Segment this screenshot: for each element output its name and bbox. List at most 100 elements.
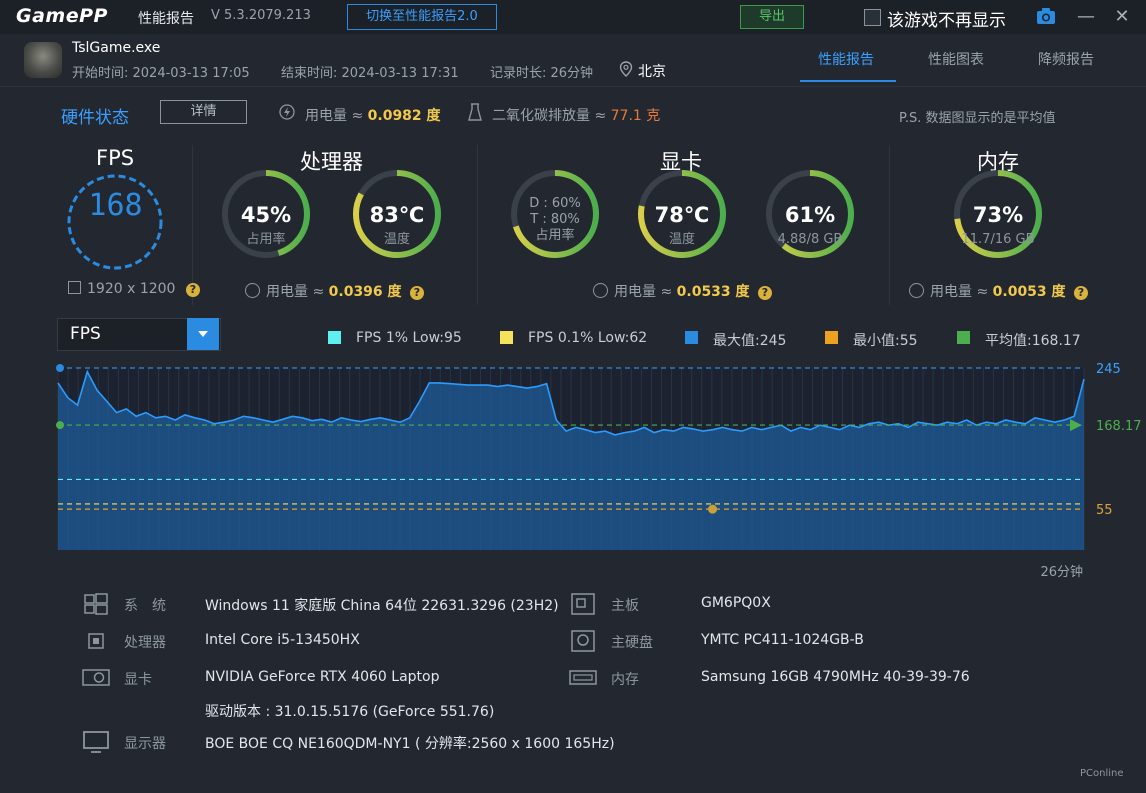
gpu-usage-details: D : 60% T : 80% 占用率 [505, 196, 605, 244]
system-value: 驱动版本 : 31.0.15.5176 (GeForce 551.76) [205, 704, 495, 720]
export-button[interactable]: 导出 [740, 5, 804, 29]
memory-power: 用电量 ≈ 0.0053 度 ? [909, 281, 1088, 301]
gpu-power-label: 用电量 ≈ [614, 284, 677, 300]
dropdown-button[interactable] [187, 318, 219, 350]
system-label: 主板 [611, 598, 639, 614]
power-icon [245, 283, 260, 298]
detail-button[interactable]: 详情 [160, 100, 247, 124]
min-marker [708, 504, 718, 514]
motherboard-icon [571, 593, 595, 615]
resolution: 1920 x 1200 ? [68, 281, 200, 297]
cpu-power-label: 用电量 ≈ [266, 284, 329, 300]
co2-icon [468, 103, 482, 121]
fps-value: 168 [88, 188, 143, 223]
system-label: 系 统 [124, 598, 166, 614]
gpu-power: 用电量 ≈ 0.0533 度 ? [593, 281, 772, 301]
total-power-label: 用电量 ≈ [305, 108, 368, 124]
gpu-icon [82, 669, 110, 686]
system-label: 显卡 [124, 672, 152, 688]
switch-report-button[interactable]: 切换至性能报告2.0 [347, 4, 497, 30]
fps-title: FPS [96, 146, 135, 170]
camera-icon[interactable] [1036, 7, 1056, 25]
fps-ring [67, 174, 163, 270]
no-show-label: 该游戏不再显示 [887, 11, 1006, 31]
gpu-temp-value: 78℃ [655, 203, 710, 227]
total-power: 用电量 ≈ 0.0982 度 [305, 105, 441, 125]
chevron-down-icon [198, 331, 208, 337]
system-value: Windows 11 家庭版 China 64位 22631.3296 (23H… [205, 598, 559, 614]
gauges: 45% 占用率 83℃ 温度 78℃ 温度 61% 4.88/8 GB 73% 11.7/16 G… [222, 170, 1042, 258]
gpu-vram-arc [766, 170, 854, 258]
system-label: 处理器 [124, 635, 166, 651]
app-logo: GamePP [16, 5, 108, 27]
monitor-icon [83, 731, 109, 753]
tab-throttle-report[interactable]: 降频报告 [1038, 52, 1094, 68]
minimize-icon[interactable]: — [1077, 6, 1095, 27]
tab-performance-chart[interactable]: 性能图表 [928, 52, 984, 68]
section-divider [889, 145, 890, 305]
co2-emission: 二氧化碳排放量 ≈ 77.1 克 [492, 105, 660, 125]
game-avatar [24, 42, 62, 78]
cpu-temp-label: 温度 [384, 231, 410, 247]
max-marker [56, 364, 64, 372]
cpu-usage-value: 45% [241, 203, 291, 227]
help-icon[interactable]: ? [1074, 286, 1088, 300]
legend-label: FPS 1% Low:95 [356, 330, 462, 346]
y-min-label: 55 [1096, 503, 1113, 518]
power-icon [909, 283, 924, 298]
legend-swatch [957, 331, 970, 344]
gpu-vram-value: 61% [785, 203, 835, 227]
legend-swatch [825, 331, 838, 344]
section-divider [192, 145, 193, 305]
app-version: V 5.3.2079.213 [211, 8, 311, 23]
memory-value: 73% [973, 203, 1023, 227]
gpu-d-line: D : 60% [529, 196, 581, 211]
cpu-power: 用电量 ≈ 0.0396 度 ? [245, 281, 424, 301]
system-label: 内存 [611, 672, 639, 688]
y-max-label: 245 [1096, 362, 1121, 377]
power-icon [279, 104, 295, 120]
legend-swatch [685, 331, 698, 344]
system-value: NVIDIA GeForce RTX 4060 Laptop [205, 669, 440, 685]
gpu-usage-arc [511, 170, 599, 258]
close-icon[interactable]: ✕ [1114, 6, 1130, 27]
cpu-usage-label: 占用率 [246, 231, 285, 247]
watermark: PConline [1080, 768, 1124, 779]
title-bar [0, 0, 1146, 34]
cpu-icon [88, 633, 104, 649]
memory-power-value: 0.0053 度 [992, 284, 1066, 300]
legend-label: FPS 0.1% Low:62 [528, 330, 648, 346]
cpu-title: 处理器 [300, 150, 363, 174]
section-divider [477, 145, 478, 305]
metric-dropdown-value: FPS [70, 324, 101, 344]
memory-power-label: 用电量 ≈ [930, 284, 993, 300]
app-title: 性能报告 [138, 11, 194, 27]
divider [0, 86, 1146, 87]
help-icon[interactable]: ? [185, 283, 200, 297]
ps-note: P.S. 数据图显示的是平均值 [899, 111, 1056, 126]
x-end-label: 26分钟 [1040, 564, 1083, 580]
gpu-usage-label: 占用率 [535, 228, 575, 243]
help-icon[interactable]: ? [758, 286, 772, 300]
gpu-temp-label: 温度 [669, 231, 695, 247]
help-icon[interactable]: ? [410, 286, 424, 300]
co2-label: 二氧化碳排放量 ≈ [492, 108, 611, 124]
location-pin-icon [619, 61, 633, 77]
tab-performance-report[interactable]: 性能报告 [818, 52, 874, 68]
legend-label: 最小值:55 [853, 333, 918, 349]
resolution-value: 1920 x 1200 [87, 281, 176, 297]
gpu-power-value: 0.0533 度 [676, 284, 750, 300]
hardware-status-title: 硬件状态 [61, 108, 129, 128]
co2-value: 77.1 克 [610, 108, 661, 124]
no-show-checkbox[interactable] [864, 9, 881, 26]
cpu-usage-arc [222, 170, 310, 258]
disk-icon [571, 630, 595, 652]
cpu-temp-arc [353, 170, 441, 258]
system-value: YMTC PC411-1024GB-B [701, 632, 864, 648]
windows-icon [84, 593, 108, 615]
active-tab-indicator [800, 80, 896, 82]
power-icon [593, 283, 608, 298]
avg-arrow [1070, 419, 1082, 432]
end-time: 结束时间: 2024-03-13 17:31 [281, 66, 459, 81]
memory-label: 11.7/16 GB [962, 232, 1035, 247]
